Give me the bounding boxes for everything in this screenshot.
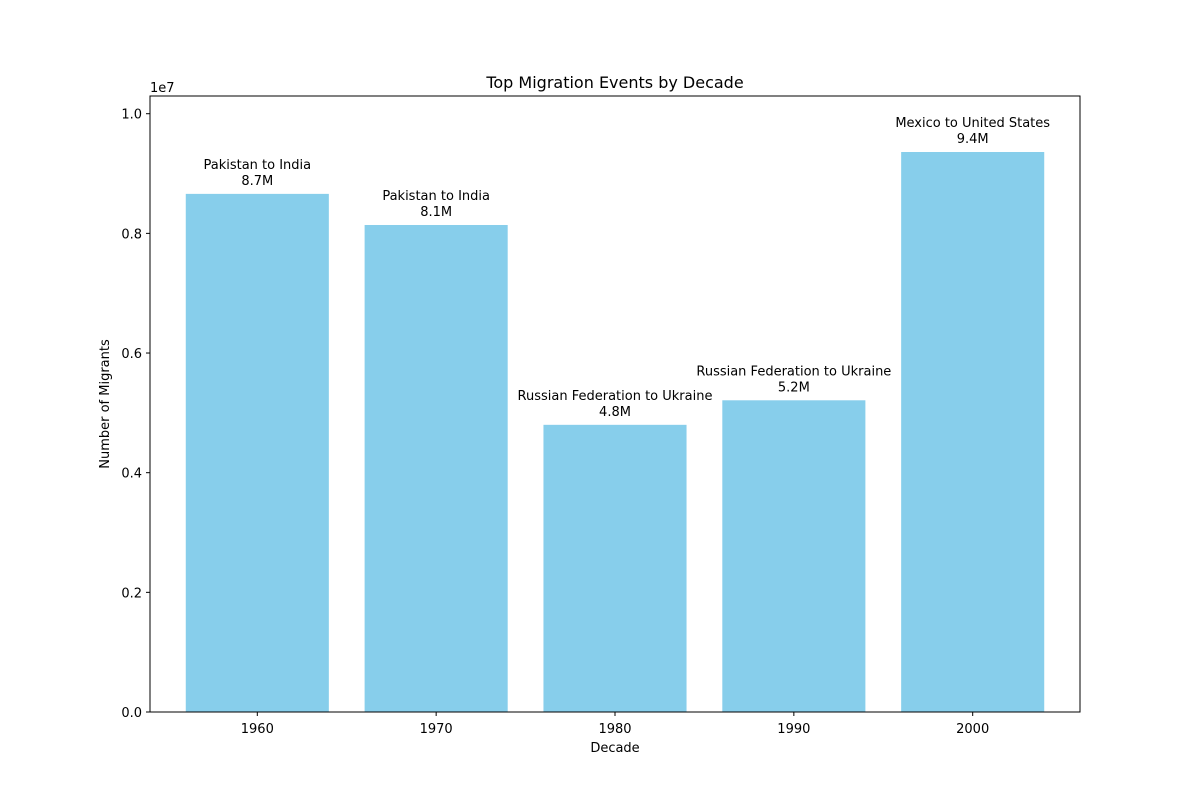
y-tick-label: 0.2	[121, 586, 142, 601]
bar-route-label: Mexico to United States	[895, 116, 1050, 131]
chart-title: Top Migration Events by Decade	[485, 73, 743, 92]
bar-route-label: Russian Federation to Ukraine	[696, 364, 891, 379]
y-tick-label: 0.4	[121, 467, 142, 482]
bar-1970	[364, 224, 508, 712]
bar-value-label: 4.8M	[599, 405, 631, 420]
bar-route-label: Pakistan to India	[203, 158, 311, 173]
y-tick-label: 0.8	[121, 227, 142, 242]
y-tick-label: 1.0	[121, 108, 142, 123]
y-tick-label: 0.6	[121, 347, 142, 362]
y-axis-label: Number of Migrants	[98, 339, 113, 469]
bar-value-label: 8.1M	[420, 205, 452, 220]
bar-route-label: Pakistan to India	[382, 189, 490, 204]
bar-value-label: 9.4M	[957, 132, 989, 147]
x-axis-label: Decade	[590, 741, 639, 756]
x-tick-label: 1980	[598, 722, 631, 737]
x-tick-label: 1970	[420, 722, 453, 737]
ticks-layer: 1960 1970 1980 1990 2000 0.0 0.2 0.4 0.6 0.8 1.0	[121, 108, 989, 737]
bar-1990	[722, 400, 866, 712]
y-axis-offset-label: 1e7	[150, 81, 175, 96]
bar-1960	[185, 193, 329, 712]
bar-value-label: 5.2M	[778, 380, 810, 395]
bar-value-label: 8.7M	[241, 174, 273, 189]
bars-layer	[185, 152, 1045, 712]
bar-2000	[901, 152, 1045, 712]
x-tick-label: 2000	[956, 722, 989, 737]
y-tick-label: 0.0	[121, 706, 142, 721]
bar-1980	[543, 424, 687, 712]
x-tick-label: 1990	[777, 722, 810, 737]
x-tick-label: 1960	[241, 722, 274, 737]
bar-route-label: Russian Federation to Ukraine	[518, 389, 713, 404]
